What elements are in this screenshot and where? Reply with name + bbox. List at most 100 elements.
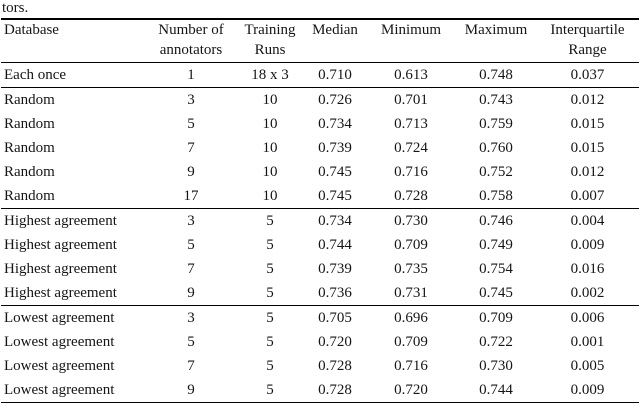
value-cell: 0.759 [479,116,513,132]
value-cell: 0.754 [479,261,513,277]
value-cell: 5 [266,358,274,374]
value-cell: 0.734 [318,213,352,229]
value-cell: 0.037 [536,62,639,88]
database-cell: Lowest agreement [1,378,146,403]
value-cell: 0.744 [318,237,352,253]
table-row: Random 9 10 0.745 0.716 0.752 0.012 [1,160,639,184]
value-cell: 7 [187,358,195,374]
value-cell: 0.748 [456,62,536,88]
value-cell: 0.709 [479,310,513,326]
value-cell: 0.709 [394,334,428,350]
value-cell: 0.710 [304,62,366,88]
value-cell: 17 [146,184,236,209]
header-minimum: Minimum [380,22,441,38]
table-row: Lowest agreement 3 5 0.705 0.696 0.709 0.006 [1,306,639,331]
table-row: Highest agreement 5 5 0.744 0.709 0.749 0.009 [1,233,639,257]
value-cell: 5 [236,378,304,403]
value-cell: 0.701 [394,92,428,108]
value-cell: 0.745 [456,281,536,306]
value-cell: 5 [266,237,274,253]
value-cell: 7 [187,261,195,277]
table-row: Random 3 10 0.726 0.701 0.743 0.012 [1,88,639,113]
value-cell: 0.006 [570,310,605,326]
value-cell: 5 [187,334,195,350]
database-cell: Random [4,164,55,180]
value-cell: 0.760 [479,140,513,156]
value-cell: 0.749 [479,237,513,253]
value-cell: 5 [266,213,274,229]
database-cell: Random [4,92,55,108]
value-cell: 0.728 [366,184,456,209]
value-cell: 0.004 [570,213,605,229]
value-cell: 0.728 [304,378,366,403]
value-cell: 10 [262,116,278,132]
value-cell: 0.012 [570,164,605,180]
table-row: Highest agreement 3 5 0.734 0.730 0.746 0.004 [1,209,639,234]
value-cell: 0.016 [570,261,605,277]
database-cell: Highest agreement [4,237,117,253]
value-cell: 3 [187,213,195,229]
value-cell: 0.735 [394,261,428,277]
value-cell: 0.012 [570,92,605,108]
value-cell: 0.696 [394,310,428,326]
value-cell: 10 [262,92,278,108]
value-cell: 10 [262,140,278,156]
database-cell: Each once [1,62,146,88]
value-cell: 10 [262,164,278,180]
database-cell: Highest agreement [4,261,117,277]
table-row: Highest agreement 7 5 0.739 0.735 0.754 0.016 [1,257,639,281]
value-cell: 3 [187,310,195,326]
value-cell: 0.728 [318,358,352,374]
value-cell: 0.730 [479,358,513,374]
table-row: Lowest agreement 5 5 0.720 0.709 0.722 0.001 [1,330,639,354]
value-cell: 3 [187,92,195,108]
header-maximum: Maximum [464,22,528,38]
value-cell: 0.716 [394,358,428,374]
value-cell: 5 [236,281,304,306]
header-minimum-2 [366,40,456,63]
value-cell: 0.009 [570,237,605,253]
database-cell: Random [1,184,146,209]
table-header: Database Number of Training Median Minim… [1,19,639,63]
value-cell: 0.613 [366,62,456,88]
header-training: Training [244,22,296,38]
database-cell: Lowest agreement [4,358,115,374]
value-cell: 9 [187,164,195,180]
value-cell: 0.731 [366,281,456,306]
value-cell: 7 [187,140,195,156]
value-cell: 9 [146,378,236,403]
database-cell: Lowest agreement [4,334,115,350]
value-cell: 10 [236,184,304,209]
header-median-2 [304,40,366,63]
value-cell: 0.739 [318,140,352,156]
value-cell: 0.001 [570,334,605,350]
value-cell: 0.005 [570,358,605,374]
header-runs: Runs [236,40,304,63]
value-cell: 0.745 [304,184,366,209]
database-cell: Highest agreement [1,281,146,306]
value-cell: 0.730 [394,213,428,229]
table-body: Each once 1 18 x 3 0.710 0.613 0.748 0.037 Rand… [1,62,639,403]
header-annotators: annotators [146,40,236,63]
table-row: Lowest agreement 9 5 0.728 0.720 0.744 0.009 [1,378,639,403]
value-cell: 0.709 [394,237,428,253]
table-row: Lowest agreement 7 5 0.728 0.716 0.730 0.005 [1,354,639,378]
value-cell: 1 [146,62,236,88]
header-maximum-2 [456,40,536,63]
value-cell: 0.713 [394,116,428,132]
value-cell: 0.734 [318,116,352,132]
value-cell: 0.009 [536,378,639,403]
results-table: Database Number of Training Median Minim… [1,18,639,403]
value-cell: 0.720 [318,334,352,350]
table-row: Each once 1 18 x 3 0.710 0.613 0.748 0.037 [1,62,639,88]
header-row-1: Database Number of Training Median Minim… [1,19,639,40]
table-row: Random 7 10 0.739 0.724 0.760 0.015 [1,136,639,160]
value-cell: 0.736 [304,281,366,306]
value-cell: 5 [266,334,274,350]
table-row: Random 5 10 0.734 0.713 0.759 0.015 [1,112,639,136]
table-row: Highest agreement 9 5 0.736 0.731 0.745 0.002 [1,281,639,306]
value-cell: 0.015 [570,140,605,156]
header-database: Database [4,22,59,38]
value-cell: 0.002 [536,281,639,306]
value-cell: 0.726 [318,92,352,108]
